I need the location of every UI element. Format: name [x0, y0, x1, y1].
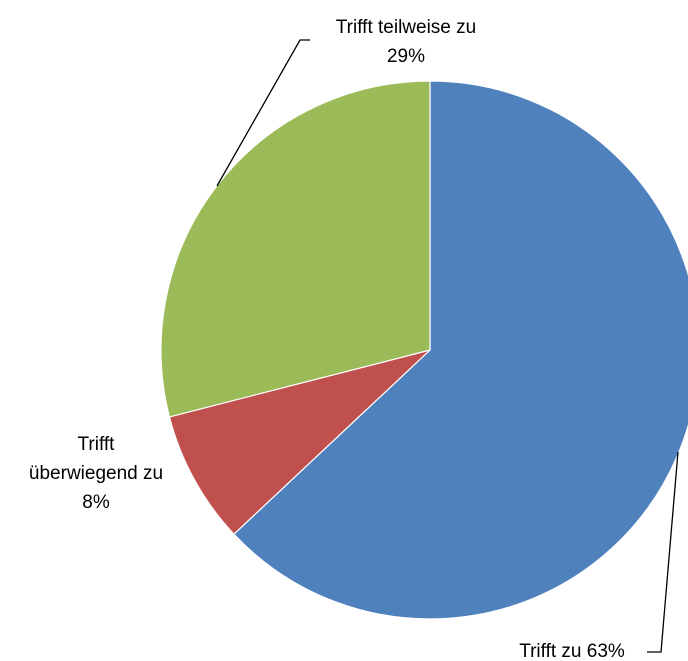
data-label-trifft-zu-line-1: Trifft zu 63% — [519, 641, 625, 661]
data-labels-layer: Trifft zu 63%Trifft überwiegend zu 8%Triff… — [29, 17, 625, 661]
slices-layer — [160, 80, 688, 620]
data-label-trifft-teilweise-zu-line-2: 29% — [387, 46, 425, 67]
leader-line-trifft-teilweise-zu — [216, 39, 310, 187]
slice-trifft-zu — [233, 80, 688, 620]
leader-line-trifft-zu — [647, 451, 679, 653]
data-label-trifft-ueberwiegend-zu-line-1: Trifft — [78, 434, 116, 455]
data-label-trifft-ueberwiegend-zu: Trifft überwiegend zu 8% — [29, 434, 163, 513]
data-label-trifft-ueberwiegend-zu-line-3: 8% — [82, 492, 110, 513]
slice-trifft-ueberwiegend-zu — [168, 349, 431, 535]
data-label-trifft-ueberwiegend-zu-line-2: überwiegend zu — [29, 463, 163, 484]
data-label-trifft-teilweise-zu-line-1: Trifft teilweise zu — [336, 17, 476, 38]
leader-lines-layer — [216, 39, 679, 653]
data-label-trifft-teilweise-zu: Trifft teilweise zu 29% — [336, 17, 476, 67]
data-label-trifft-zu: Trifft zu 63% — [519, 641, 625, 661]
